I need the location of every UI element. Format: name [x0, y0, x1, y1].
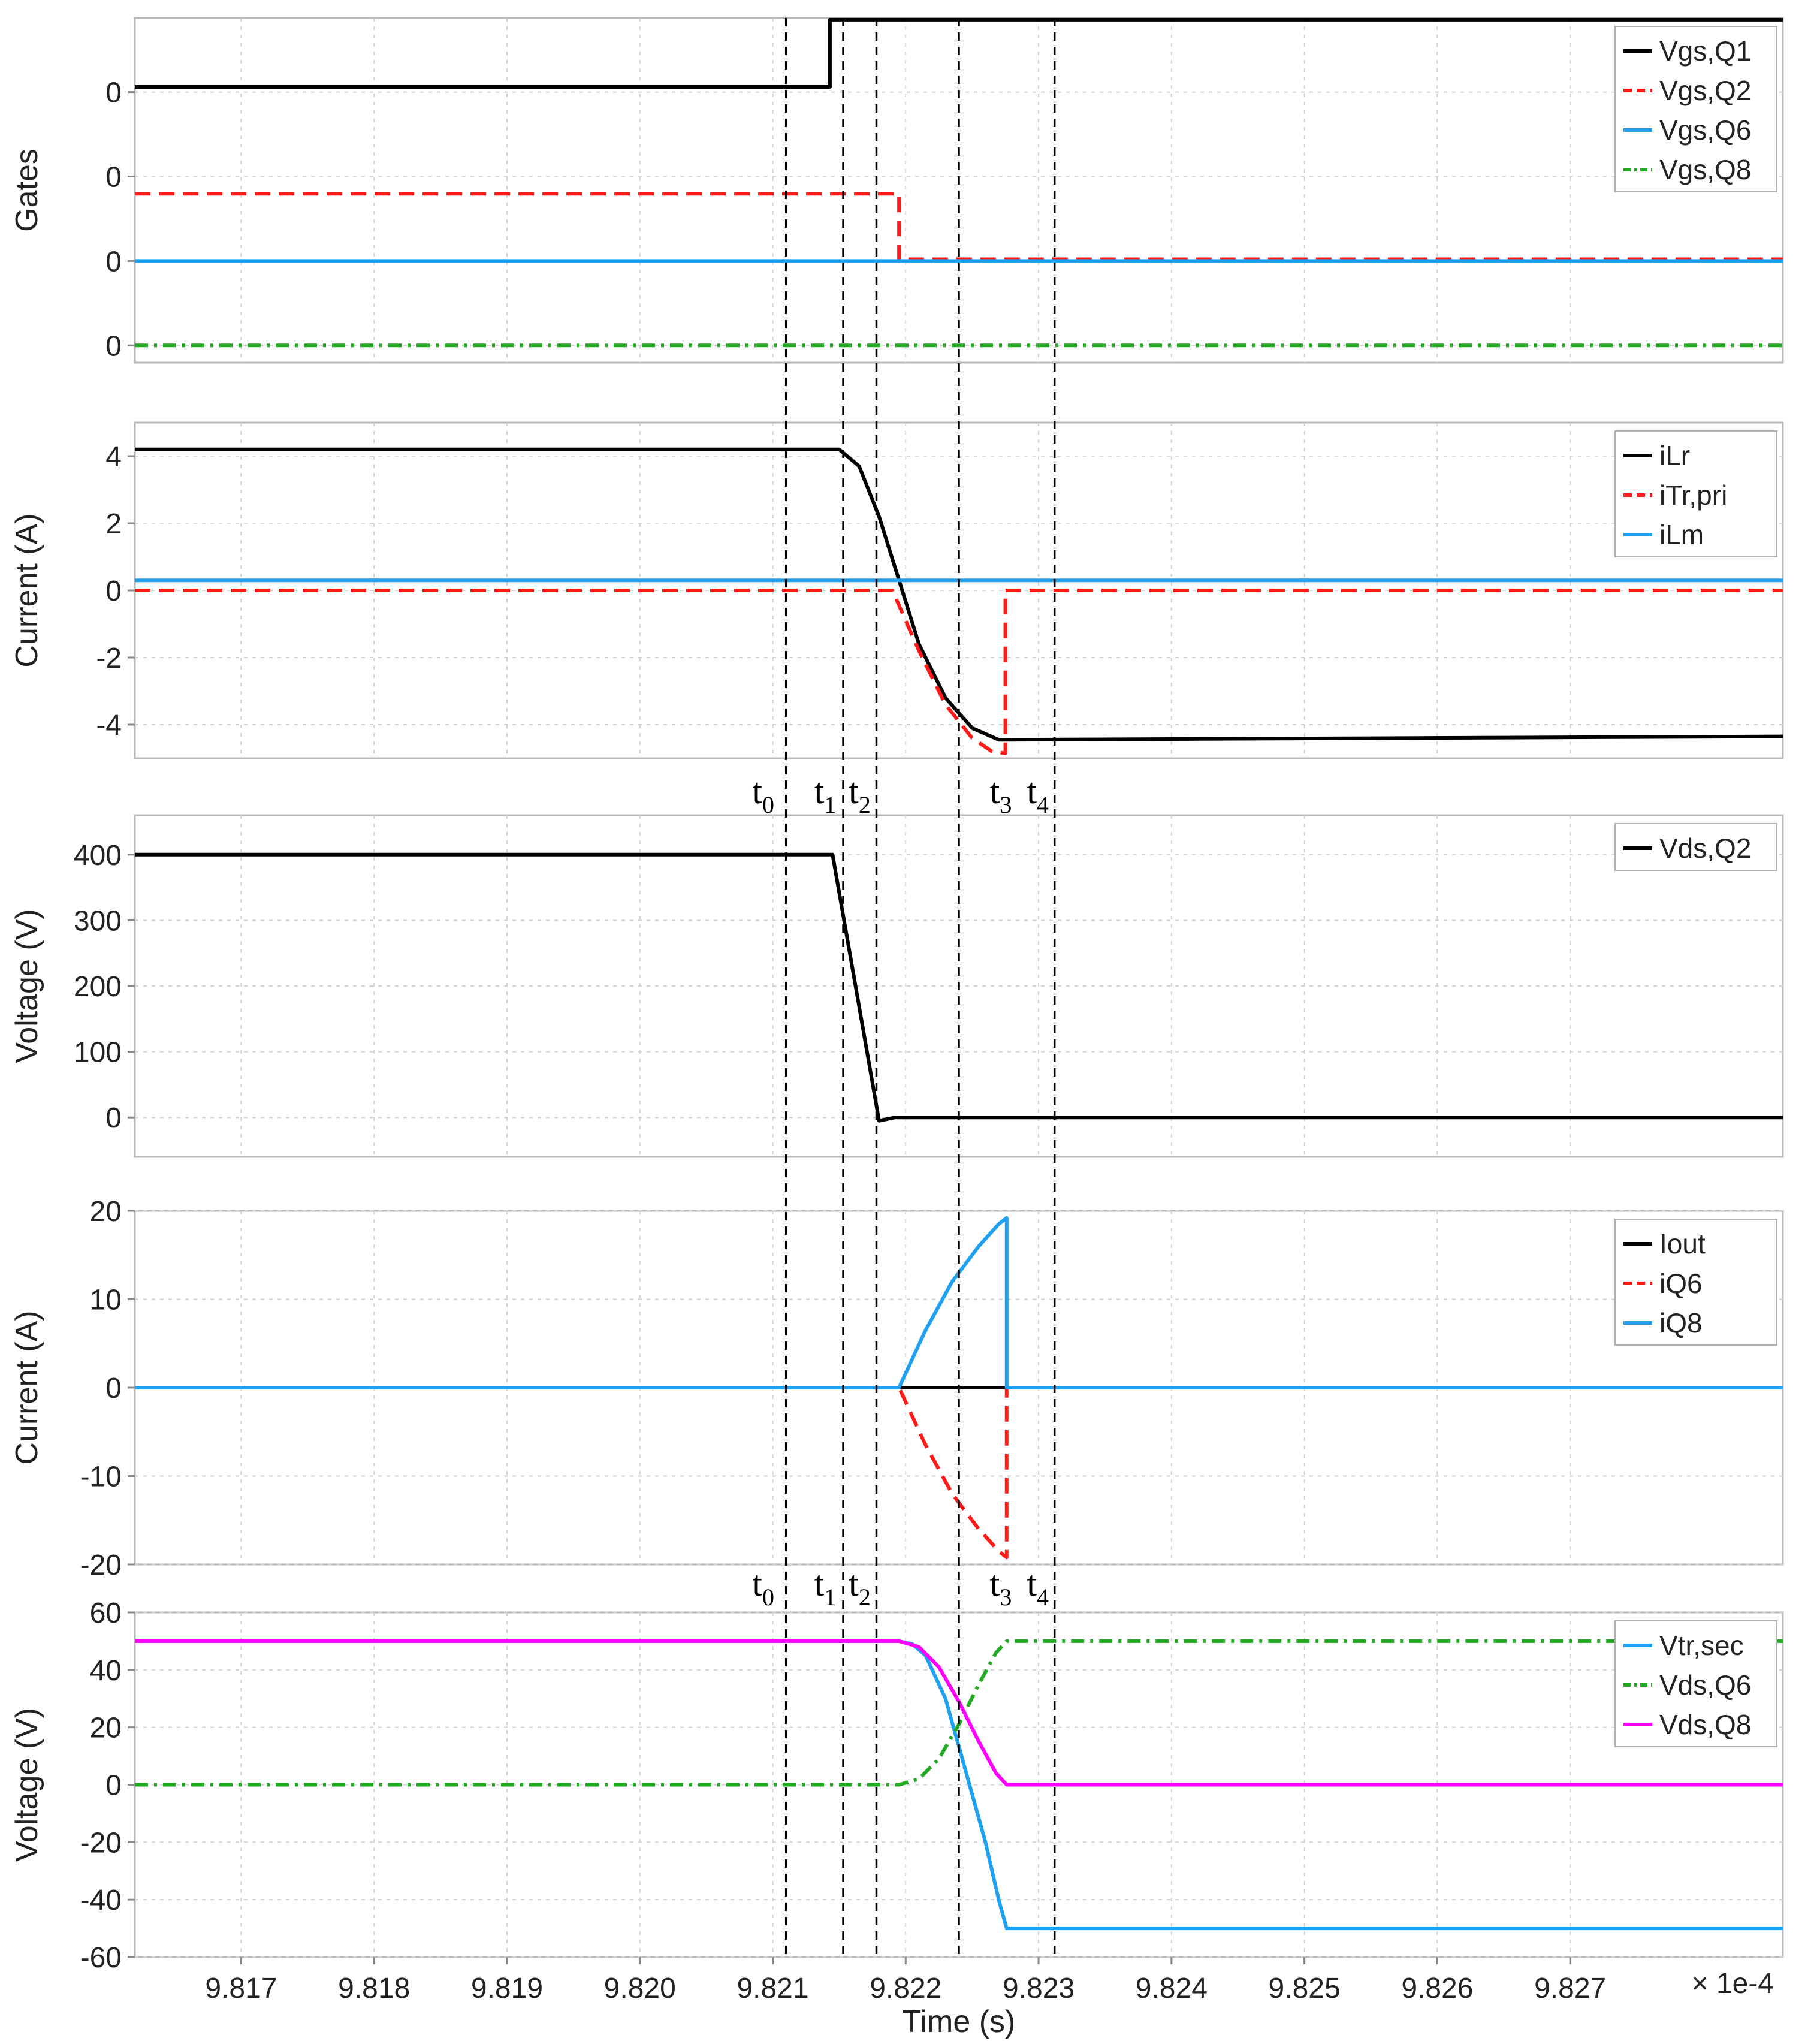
y-tick-label: -40 — [80, 1885, 122, 1916]
series-line-vds-q2 — [135, 852, 1783, 1123]
legend-label: Vgs,Q8 — [1659, 154, 1751, 185]
legend-label: Vds,Q2 — [1659, 833, 1751, 864]
panel-gates: 0 0 0 0 Gates Vgs,Q1 Vgs,Q2 Vgs,Q6 Vgs,Q8 — [10, 17, 1784, 364]
y-tick-label: -20 — [80, 1549, 122, 1581]
y-tick-label: 0 — [105, 77, 122, 109]
legend-label: Iout — [1659, 1228, 1706, 1259]
legend-label: Vtr,sec — [1659, 1630, 1744, 1661]
x-tick-label: 9.822 — [870, 1973, 941, 2004]
x-tick-label: 9.820 — [604, 1973, 676, 2004]
y-tick-label: 2 — [105, 508, 122, 540]
x-tick-label: 9.818 — [338, 1973, 410, 2004]
time-marker-label-t1: t1 — [814, 771, 837, 818]
y-tick-label: 300 — [74, 905, 122, 937]
chart-panels: 0000GatesVgs,Q1Vgs,Q2Vgs,Q6Vgs,Q8420-2-4… — [10, 17, 1784, 1974]
time-marker-label-t3: t3 — [990, 1564, 1012, 1611]
legend-label: iQ6 — [1659, 1268, 1703, 1299]
y-tick-label: 20 — [90, 1713, 122, 1744]
legend-label: iLr — [1659, 440, 1690, 471]
legend: Vtr,sec Vds,Q6 Vds,Q8 — [1614, 1620, 1777, 1747]
y-tick-label: 100 — [74, 1037, 122, 1069]
x-tick-label: 9.817 — [205, 1973, 277, 2004]
series-line-iq8 — [135, 1216, 1783, 1389]
x-tick-label: 9.826 — [1401, 1973, 1473, 2004]
y-tick-label: 60 — [90, 1597, 122, 1629]
x-tick-label: 9.827 — [1534, 1973, 1606, 2004]
legend-label: iTr,pri — [1659, 480, 1727, 511]
time-marker-label-t3: t3 — [990, 771, 1012, 818]
x-axis-title: Time (s) — [903, 2004, 1016, 2039]
y-tick-label: 0 — [105, 330, 122, 362]
y-tick-label: 4 — [105, 441, 122, 473]
shared-x-axis: 9.817 9.818 9.819 9.820 9.821 9.822 9.823 9.824… — [205, 1957, 1774, 2039]
x-tick-label: 9.819 — [471, 1973, 543, 2004]
y-tick-label: 0 — [105, 1102, 122, 1134]
x-tick-label: 9.824 — [1136, 1973, 1208, 2004]
y-tick-label: 0 — [105, 1373, 122, 1404]
series-line-ilr — [135, 447, 1783, 742]
y-tick-label: -4 — [96, 710, 122, 741]
x-multiplier-label: × 1e-4 — [1692, 1968, 1774, 2000]
legend: iLr iTr,pri iLm — [1614, 430, 1777, 557]
y-tick-label: 0 — [105, 162, 122, 194]
time-marker-label-t0: t0 — [752, 771, 774, 818]
x-tick-label: 9.825 — [1269, 1973, 1341, 2004]
y-tick-label: 400 — [74, 840, 122, 872]
time-marker-label-t0: t0 — [752, 1564, 774, 1611]
legend-label: Vgs,Q2 — [1659, 75, 1751, 106]
y-tick-label: -10 — [80, 1461, 122, 1493]
y-tick-label: 40 — [90, 1655, 122, 1687]
legend-label: Vgs,Q1 — [1659, 35, 1751, 67]
series-line-vds-q6 — [135, 1639, 1783, 1787]
legend-label: iQ8 — [1659, 1307, 1703, 1338]
x-tick-labels: 9.817 9.818 9.819 9.820 9.821 9.822 9.823 9.824… — [205, 1957, 1606, 2004]
y-tick-label: 20 — [90, 1196, 122, 1228]
y-axis-title: Voltage (V) — [10, 909, 44, 1063]
series-line-vgs-q1 — [135, 17, 1783, 89]
legend-label: iLm — [1659, 519, 1704, 550]
y-axis-title: Gates — [10, 149, 44, 232]
panel-primary-voltage: 400 300 200 100 0 Voltage (V) Vds,Q2 — [10, 814, 1784, 1158]
panel-secondary-voltage: 60 40 20 0 -20 -40 -60 Voltage (V) Vtr,sec Vds,Q6… — [10, 1597, 1784, 1974]
x-tick-label: 9.823 — [1003, 1973, 1075, 2004]
y-tick-label: -60 — [80, 1942, 122, 1974]
time-marker-label-t4: t4 — [1027, 1564, 1049, 1611]
y-tick-label: -2 — [96, 643, 122, 674]
series-line-itr-pri — [135, 589, 1783, 755]
time-marker-label-t4: t4 — [1027, 771, 1049, 818]
x-tick-label: 9.821 — [737, 1973, 808, 2004]
time-marker-label-t2: t2 — [849, 771, 871, 818]
y-axis-title: Current (A) — [10, 1310, 44, 1464]
y-tick-label: 0 — [105, 575, 122, 607]
legend-label: Vds,Q6 — [1659, 1669, 1751, 1701]
y-axis-title: Current (A) — [10, 513, 44, 667]
panel-secondary-current: 20 10 0 -10 -20 Current (A) Iout iQ6 iQ8 — [10, 1196, 1784, 1581]
legend-box — [1614, 26, 1777, 192]
panel-primary-current: 4 2 0 -2 -4 Current (A) iLr iTr,pri iLm — [10, 421, 1784, 759]
legend: Vds,Q2 — [1614, 823, 1777, 871]
time-marker-label-t2: t2 — [849, 1564, 871, 1611]
legend-label: Vgs,Q6 — [1659, 114, 1751, 146]
y-axis-title: Voltage (V) — [10, 1708, 44, 1862]
y-tick-label: 0 — [105, 246, 122, 278]
y-tick-label: 0 — [105, 1770, 122, 1802]
series-line-iq6 — [135, 1386, 1783, 1560]
plot-area — [134, 17, 1784, 364]
legend-label: Vds,Q8 — [1659, 1709, 1751, 1740]
legend: Vgs,Q1 Vgs,Q2 Vgs,Q6 Vgs,Q8 — [1614, 26, 1777, 192]
y-tick-label: 200 — [74, 971, 122, 1003]
time-marker-label-t1: t1 — [814, 1564, 837, 1611]
legend: Iout iQ6 iQ8 — [1614, 1219, 1777, 1346]
y-tick-label: -20 — [80, 1827, 122, 1859]
y-tick-label: 10 — [90, 1285, 122, 1316]
